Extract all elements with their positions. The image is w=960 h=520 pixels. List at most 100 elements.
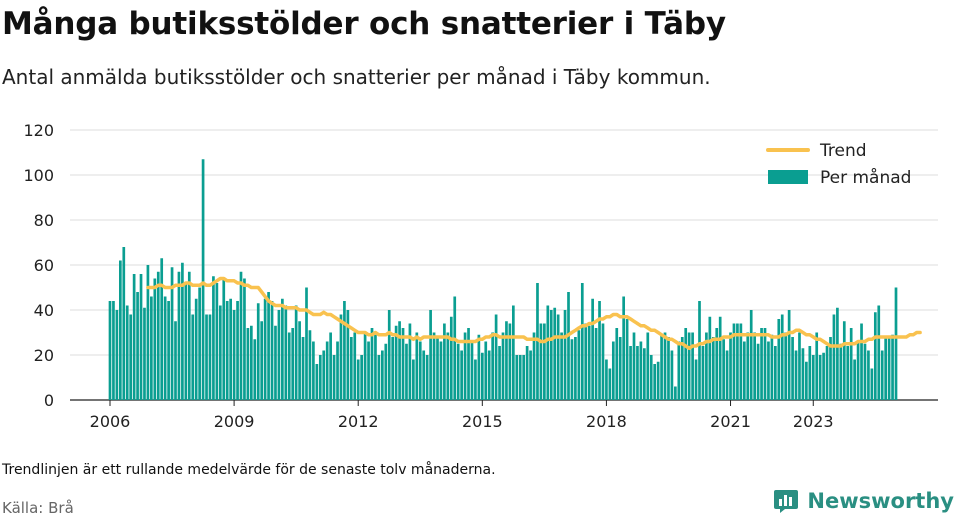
bar (232, 310, 236, 400)
bar (736, 323, 739, 400)
bar (753, 332, 757, 400)
bar (646, 332, 650, 400)
bar (360, 355, 364, 400)
bar (274, 325, 277, 400)
bar (449, 316, 453, 400)
bar (553, 307, 557, 400)
bar (677, 341, 681, 400)
bar (249, 325, 253, 400)
bar (380, 350, 384, 400)
bar (184, 283, 188, 400)
bar (367, 341, 370, 400)
bar (625, 319, 629, 400)
bar (598, 301, 601, 400)
bar (660, 334, 663, 400)
x-tick-label: 2023 (793, 412, 834, 431)
bar (777, 319, 781, 400)
bar (315, 364, 319, 400)
bar (636, 346, 639, 400)
bar (139, 274, 143, 400)
bar (267, 292, 270, 400)
bar (401, 328, 405, 400)
bar (239, 271, 243, 400)
bar (887, 337, 891, 400)
y-tick-label: 0 (44, 391, 54, 410)
bar (522, 355, 526, 400)
bar (656, 361, 660, 400)
bar (418, 341, 422, 400)
source-label: Källa: Brå (2, 499, 74, 517)
bar (174, 321, 177, 400)
bar (663, 332, 667, 400)
bar (867, 350, 870, 400)
bar (884, 337, 888, 400)
bar (429, 310, 432, 400)
bar (156, 271, 160, 400)
bar (336, 341, 339, 400)
bar (229, 298, 233, 400)
bar (642, 348, 646, 400)
newsworthy-logo-icon (774, 490, 799, 513)
bar (794, 350, 798, 400)
bar (146, 265, 150, 400)
bar (694, 359, 698, 400)
bar (856, 341, 860, 400)
bar (467, 328, 470, 400)
bar-chart: 0 20 40 60 80 100 120 2006 2009 2012 2015 2018 2021 2… (23, 121, 938, 431)
bar (329, 332, 332, 400)
bar (394, 325, 398, 400)
bar (798, 332, 801, 400)
bar (194, 298, 198, 400)
bar (829, 337, 832, 400)
bar (808, 346, 812, 400)
bar (281, 298, 284, 400)
brand-logo[interactable]: Newsworthy (773, 488, 954, 514)
legend-bars-swatch (768, 170, 808, 184)
bar (756, 343, 760, 400)
bar (291, 328, 295, 400)
bar (667, 337, 670, 400)
bar (701, 346, 705, 400)
bar (770, 334, 774, 400)
bar (163, 296, 167, 400)
bar (253, 339, 257, 400)
bar (212, 276, 215, 400)
bar (318, 355, 322, 400)
bar (363, 332, 367, 400)
bar (618, 337, 622, 400)
bar (729, 332, 732, 400)
bar (691, 332, 694, 400)
bar (591, 298, 594, 400)
bar (260, 321, 264, 400)
bar (177, 271, 181, 400)
bar (339, 314, 343, 400)
bar (301, 337, 305, 400)
bar (580, 283, 584, 400)
x-tick-label: 2009 (214, 412, 255, 431)
x-tick-label: 2021 (710, 412, 751, 431)
bar (470, 341, 474, 400)
bar (218, 305, 222, 400)
bar (412, 359, 415, 400)
bar (718, 316, 722, 400)
bar (153, 278, 157, 400)
x-tick-label: 2015 (462, 412, 503, 431)
bar (891, 334, 894, 400)
bar (532, 332, 536, 400)
bar (763, 328, 767, 400)
bar (742, 341, 746, 400)
bar (811, 355, 815, 400)
bar (570, 339, 574, 400)
bar (491, 332, 495, 400)
bar (674, 386, 677, 400)
bar (587, 325, 591, 400)
bar (539, 323, 543, 400)
bar (118, 260, 122, 400)
bar (584, 323, 588, 400)
bar (722, 339, 725, 400)
bar (853, 359, 856, 400)
bar (405, 343, 408, 400)
bar (384, 343, 388, 400)
bar (680, 337, 684, 400)
bar (170, 267, 174, 400)
